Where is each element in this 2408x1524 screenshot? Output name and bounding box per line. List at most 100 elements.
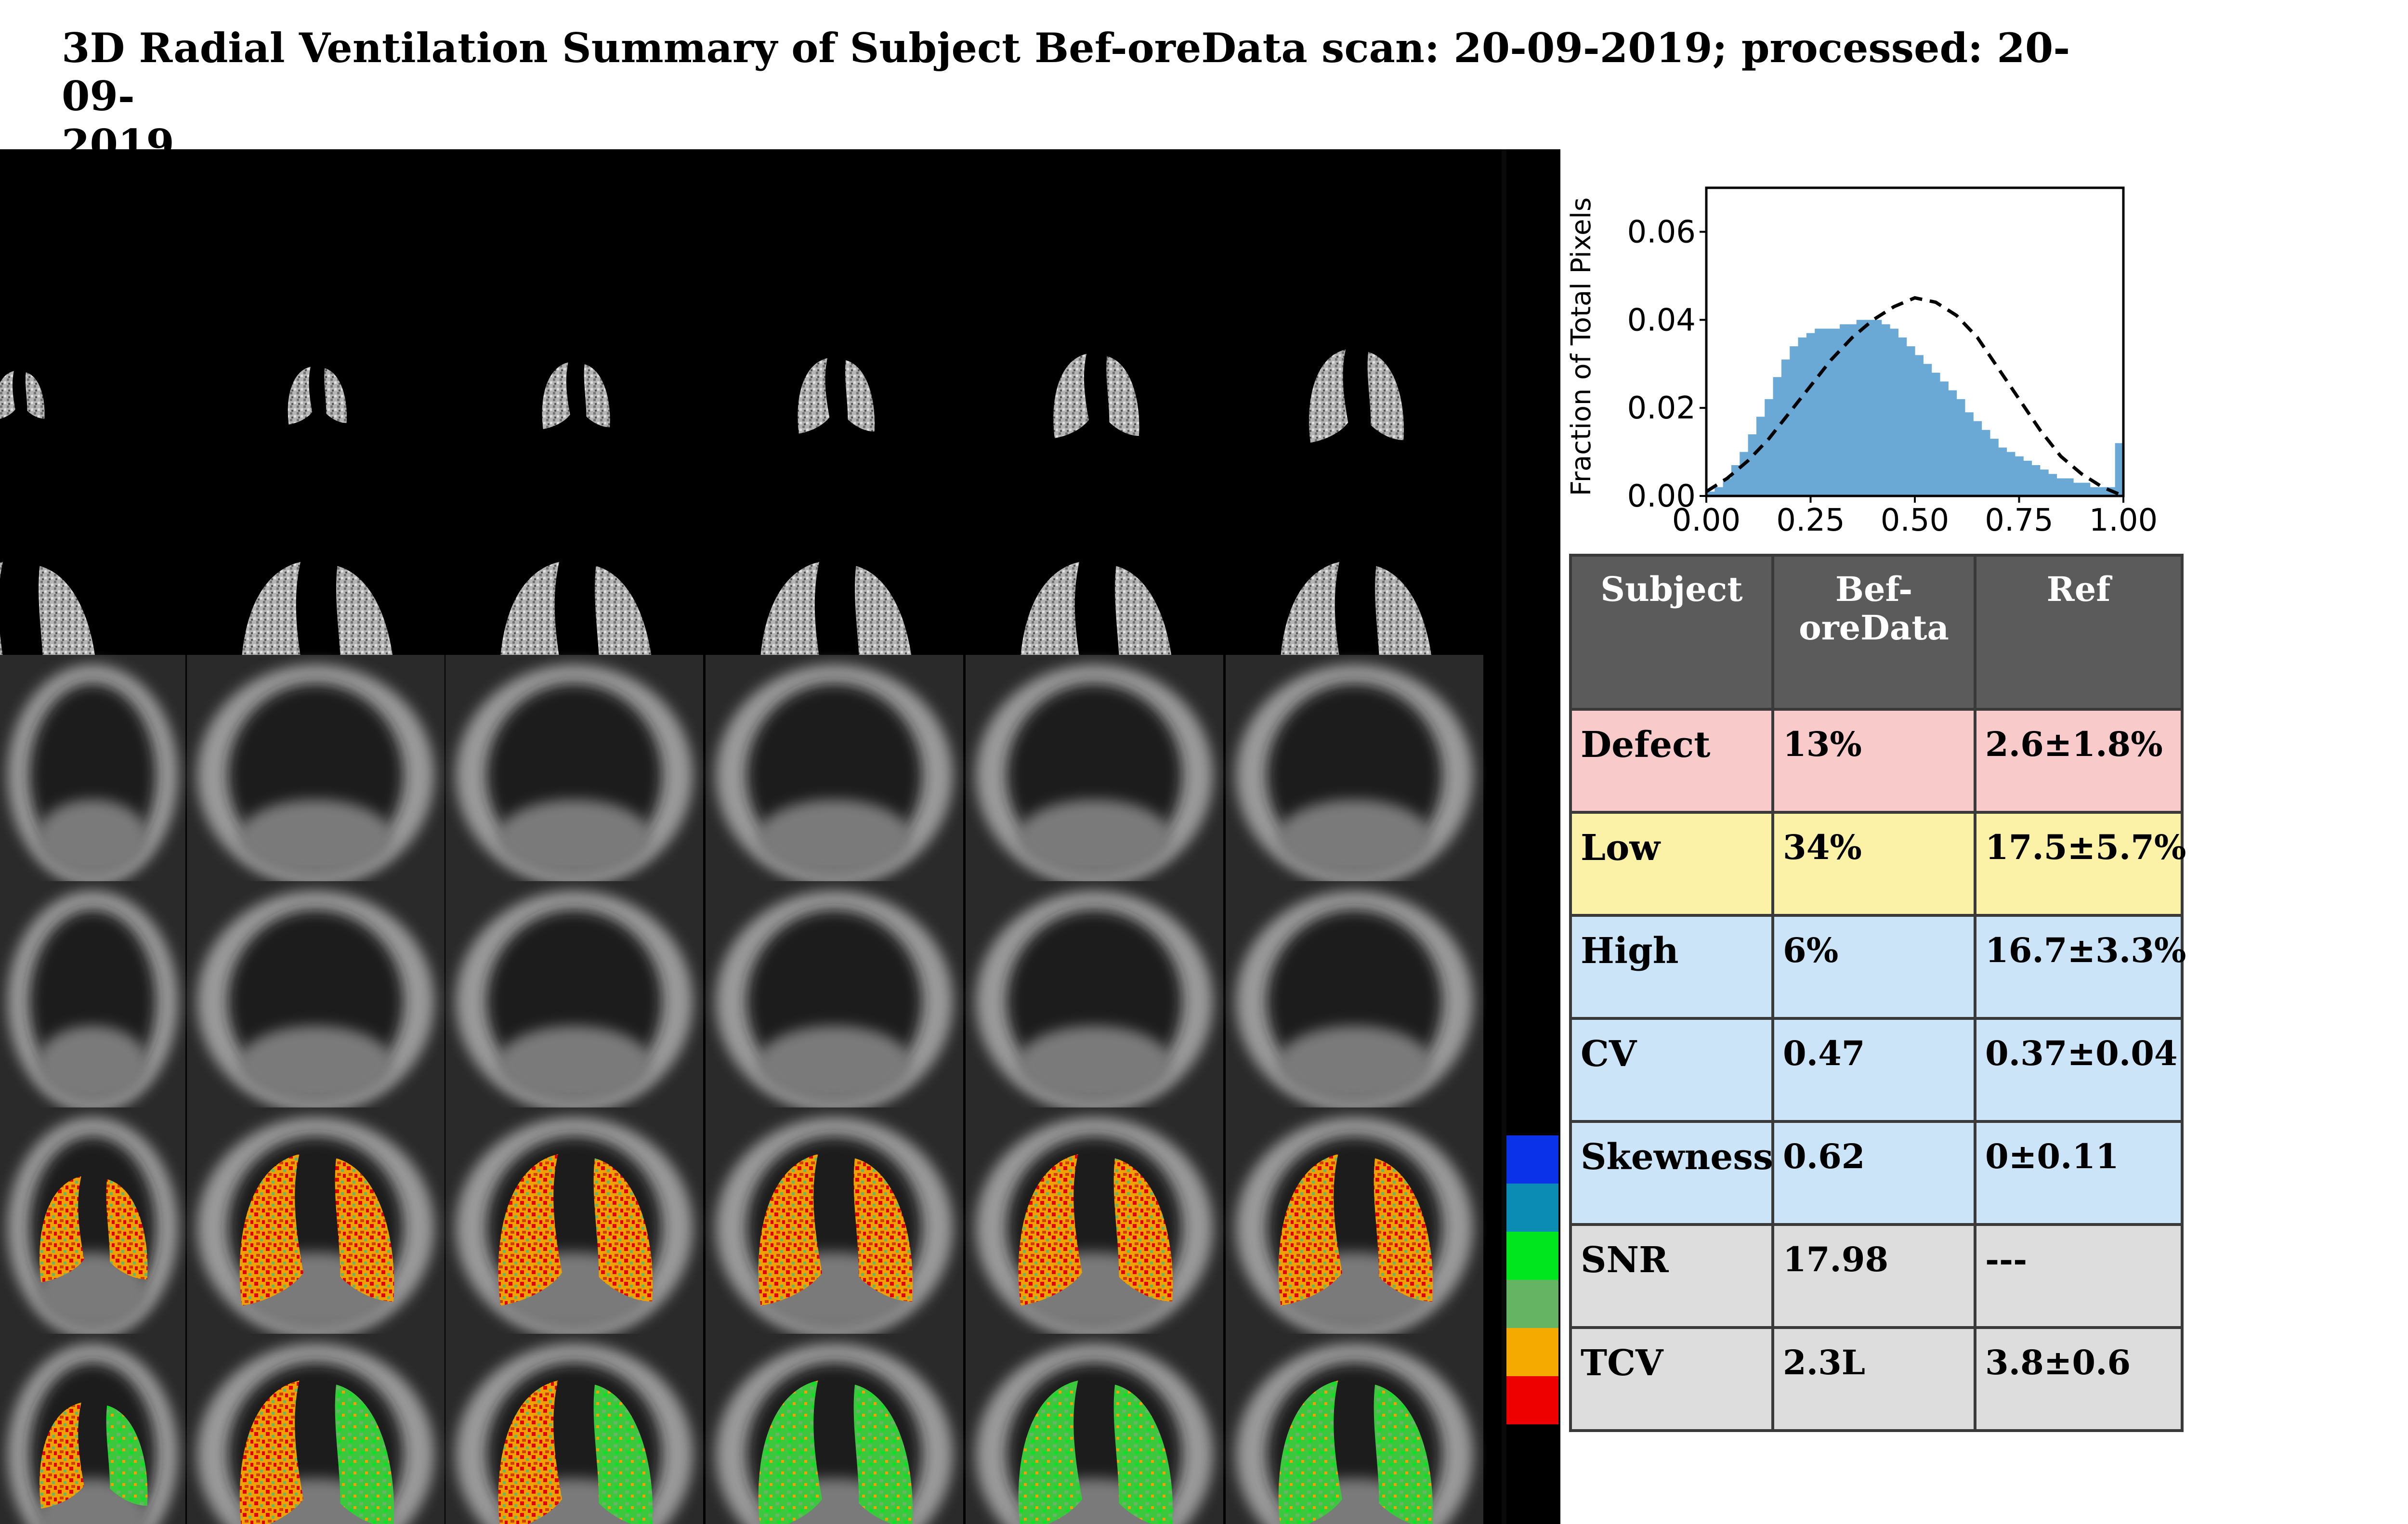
histogram-bar [1923, 364, 1932, 496]
lung-right [1368, 352, 1404, 440]
histogram-bar [1773, 377, 1782, 496]
proton-tile [187, 881, 445, 1112]
row-label: CV [1570, 1018, 1773, 1121]
histogram-bar [1806, 333, 1815, 496]
lung-left [1053, 354, 1089, 438]
histogram-bar [1940, 381, 1949, 496]
lung-left [542, 363, 570, 429]
proton-tile [706, 655, 963, 886]
header-subject-id: Bef-oreData [1773, 555, 1975, 709]
histogram-bar [1982, 430, 1990, 496]
histogram-bar [1865, 320, 1873, 496]
lung-right [1106, 356, 1139, 436]
image-montage [0, 149, 1560, 1524]
proton-tile [0, 1334, 185, 1524]
row-ref: 16.7±3.3% [1975, 915, 2182, 1018]
histogram-bar [2065, 478, 2074, 496]
histogram-bar [1957, 399, 1965, 496]
histogram-bar [1790, 346, 1798, 496]
histogram-bar [1990, 439, 1999, 496]
histogram-bar [1898, 338, 1907, 496]
histogram-bar [2081, 483, 2090, 496]
histogram-bar [1740, 452, 1748, 496]
proton-tile [1226, 1334, 1483, 1524]
row-value: 6% [1773, 915, 1975, 1018]
proton-tile [445, 1107, 703, 1339]
histogram-bar [1915, 355, 1924, 496]
proton-tile [1226, 1107, 1483, 1339]
row-label: SNR [1570, 1224, 1773, 1328]
proton-tile [0, 1107, 185, 1339]
histogram-bar [1748, 434, 1757, 496]
colorbar-segment [1506, 1280, 1558, 1328]
histogram-bar [1890, 329, 1898, 496]
histogram-bar [1873, 320, 1882, 496]
histogram-bar [2015, 456, 2024, 496]
histogram-bar [2007, 452, 2015, 496]
histogram-bar [1882, 324, 1890, 496]
x-tick-label: 0.75 [1985, 503, 2054, 538]
lung-left [1309, 350, 1348, 443]
row-label: TCV [1570, 1328, 1773, 1431]
proton-tile [0, 881, 185, 1112]
row-ref: 17.5±5.7% [1975, 812, 2182, 915]
lung-left [0, 371, 15, 420]
histogram-bar [1998, 447, 2007, 496]
row-value: 0.47 [1773, 1018, 1975, 1121]
histogram-bar [1932, 373, 1940, 496]
y-axis-label: Fraction of Total Pixels [1566, 197, 1597, 496]
x-tick-label: 1.00 [2089, 503, 2158, 538]
proton-tile [1226, 881, 1483, 1112]
row-value: 13% [1773, 709, 1975, 812]
row-value: 34% [1773, 812, 1975, 915]
colorbar-segment [1506, 1232, 1558, 1280]
proton-tile [966, 1107, 1223, 1339]
histogram-bar [1756, 417, 1765, 496]
proton-tile [445, 1334, 703, 1524]
proton-tile [706, 1107, 963, 1339]
y-axis-ticks: 0.000.020.040.06 [1627, 214, 1707, 514]
colorbar-segment [1506, 1376, 1558, 1424]
y-tick-label: 0.00 [1627, 479, 1696, 514]
row-value: 2.3L [1773, 1328, 1975, 1431]
histogram-bar [1840, 324, 1848, 496]
colorbar-segment [1506, 1135, 1558, 1184]
histogram-bar [1948, 391, 1957, 496]
proton-tile [187, 1334, 445, 1524]
histogram-bar [2048, 474, 2057, 496]
proton-tile [966, 881, 1223, 1112]
histogram-bar [1714, 487, 1723, 496]
y-tick-label: 0.06 [1627, 214, 1696, 250]
histogram-bar [2073, 483, 2082, 496]
histogram-bars [1706, 320, 2124, 496]
scan-layer [0, 149, 1558, 1524]
colorbar-segment [1506, 1184, 1558, 1232]
histogram-bar [1857, 320, 1865, 496]
proton-tile [966, 1334, 1223, 1524]
row-ref: --- [1975, 1224, 2182, 1328]
histogram-bar [2031, 465, 2040, 496]
row-ref: 0±0.11 [1975, 1121, 2182, 1224]
histogram-bar [1815, 329, 1823, 496]
proton-tile [445, 655, 703, 886]
histogram-bar [1973, 421, 1982, 496]
header-subject: Subject [1570, 555, 1773, 709]
row-label: High [1570, 915, 1773, 1018]
lung-left [798, 358, 829, 434]
proton-tile [187, 655, 445, 886]
histogram-bar [2056, 478, 2065, 496]
proton-tile [445, 881, 703, 1112]
histogram-bar [2090, 487, 2099, 496]
histogram-bar [1798, 338, 1807, 496]
histogram-bar [2040, 469, 2049, 496]
histogram-bar [1848, 324, 1857, 496]
colorbar-segment [1506, 1328, 1558, 1376]
proton-tile [966, 655, 1223, 886]
